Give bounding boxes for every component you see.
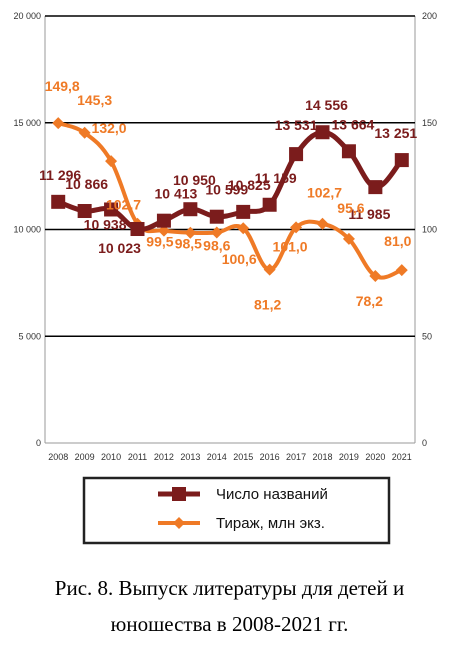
data-label-titles: 14 556 bbox=[305, 97, 348, 113]
figure-caption: Рис. 8. Выпуск литературы для детей и юн… bbox=[0, 570, 459, 642]
left-tick-label: 20 000 bbox=[13, 11, 41, 21]
series-layer bbox=[51, 117, 409, 283]
left-tick-label: 0 bbox=[36, 438, 41, 448]
data-label-titles: 10 950 bbox=[173, 172, 216, 188]
left-tick-label: 10 000 bbox=[13, 225, 41, 235]
point-titles bbox=[394, 153, 409, 168]
data-label-titles: 10 825 bbox=[228, 177, 271, 193]
data-label-tirazh: 132,0 bbox=[92, 120, 127, 136]
data-label-tirazh: 78,2 bbox=[356, 293, 383, 309]
x-tick-label: 2010 bbox=[101, 452, 121, 462]
point-tirazh bbox=[263, 263, 276, 276]
point-tirazh bbox=[78, 126, 91, 139]
right-tick-label: 50 bbox=[422, 331, 432, 341]
legend: Число названий Тираж, млн экз. bbox=[82, 476, 391, 545]
right-tick-label: 200 bbox=[422, 11, 437, 21]
x-tick-label: 2012 bbox=[154, 452, 174, 462]
legend-label-titles: Число названий bbox=[216, 486, 328, 503]
data-label-titles: 10 866 bbox=[65, 176, 108, 192]
data-label-tirazh: 149,8 bbox=[45, 78, 80, 94]
right-tick-label: 150 bbox=[422, 118, 437, 128]
point-titles bbox=[156, 213, 171, 228]
point-titles bbox=[130, 222, 145, 237]
data-label-titles: 11 159 bbox=[255, 170, 297, 186]
point-titles bbox=[183, 202, 198, 217]
point-titles bbox=[236, 204, 251, 219]
point-tirazh bbox=[316, 217, 329, 230]
x-tick-label: 2015 bbox=[233, 452, 253, 462]
left-tick-label: 5 000 bbox=[18, 331, 41, 341]
legend-box bbox=[82, 476, 391, 545]
right-axis-ticks: 0 50 100 150 200 bbox=[422, 11, 437, 448]
right-tick-label: 0 bbox=[422, 438, 427, 448]
data-label-tirazh: 99,5 bbox=[146, 234, 173, 250]
data-label-tirazh: 100,6 bbox=[222, 251, 257, 267]
point-tirazh bbox=[369, 270, 382, 283]
legend-marker-tirazh bbox=[173, 517, 185, 529]
point-tirazh bbox=[210, 226, 223, 239]
point-tirazh bbox=[52, 117, 65, 130]
x-tick-label: 2009 bbox=[75, 452, 95, 462]
point-titles bbox=[289, 147, 304, 162]
data-label-tirazh: 102,7 bbox=[106, 197, 141, 213]
legend-label-tirazh: Тираж, млн экз. bbox=[216, 515, 325, 532]
data-label-titles: 11 296 bbox=[39, 167, 81, 183]
point-tirazh bbox=[237, 222, 250, 235]
data-label-tirazh: 95,6 bbox=[337, 200, 364, 216]
point-tirazh bbox=[290, 221, 303, 234]
point-titles bbox=[368, 180, 383, 195]
point-titles bbox=[104, 202, 119, 217]
data-label-titles: 13 251 bbox=[374, 125, 417, 141]
x-tick-label: 2021 bbox=[392, 452, 412, 462]
point-tirazh bbox=[105, 155, 118, 168]
data-label-tirazh: 98,5 bbox=[175, 236, 202, 252]
chart: 0 5 000 10 000 15 000 20 000 0 50 100 150 200 20… bbox=[13, 11, 437, 545]
point-titles bbox=[209, 209, 224, 224]
point-tirazh bbox=[342, 232, 355, 245]
data-label-tirazh: 81,0 bbox=[384, 233, 411, 249]
left-tick-label: 15 000 bbox=[13, 118, 41, 128]
point-titles bbox=[315, 125, 330, 140]
x-tick-label: 2011 bbox=[128, 452, 147, 462]
data-label-titles: 10 413 bbox=[155, 186, 198, 202]
data-label-tirazh: 145,3 bbox=[77, 92, 112, 108]
caption-line-1: Рис. 8. Выпуск литературы для детей и bbox=[54, 576, 405, 600]
caption-line-2: юношества в 2008-2021 гг. bbox=[110, 612, 349, 636]
x-tick-label: 2013 bbox=[180, 452, 200, 462]
x-tick-label: 2016 bbox=[260, 452, 280, 462]
x-tick-label: 2017 bbox=[286, 452, 306, 462]
x-tick-label: 2020 bbox=[365, 452, 385, 462]
data-label-titles: 11 985 bbox=[348, 206, 390, 222]
x-tick-label: 2018 bbox=[312, 452, 332, 462]
x-axis-ticks: 2008 2009 2010 2011 2012 2013 2014 2015 2016 2017… bbox=[48, 452, 412, 462]
data-label-tirazh: 98,6 bbox=[203, 237, 230, 253]
point-tirazh bbox=[395, 264, 408, 277]
x-tick-label: 2008 bbox=[48, 452, 68, 462]
left-axis-ticks: 0 5 000 10 000 15 000 20 000 bbox=[13, 11, 41, 448]
x-tick-label: 2019 bbox=[339, 452, 359, 462]
data-label-titles: 10 599 bbox=[205, 182, 248, 198]
data-label-titles: 13 531 bbox=[275, 117, 318, 133]
point-tirazh bbox=[184, 226, 197, 239]
data-label-titles: 10 023 bbox=[98, 240, 141, 256]
point-titles bbox=[51, 194, 66, 209]
data-label-tirazh: 81,2 bbox=[254, 297, 281, 313]
point-titles bbox=[77, 204, 92, 219]
data-label-titles: 10 938 bbox=[84, 216, 127, 232]
data-label-tirazh: 102,7 bbox=[307, 185, 342, 201]
data-label-tirazh: 101,0 bbox=[273, 238, 308, 254]
right-tick-label: 100 bbox=[422, 225, 437, 235]
legend-marker-titles bbox=[172, 487, 186, 501]
point-titles bbox=[341, 144, 356, 159]
data-label-titles: 13 664 bbox=[332, 116, 375, 132]
x-tick-label: 2014 bbox=[207, 452, 227, 462]
point-titles bbox=[262, 197, 277, 212]
